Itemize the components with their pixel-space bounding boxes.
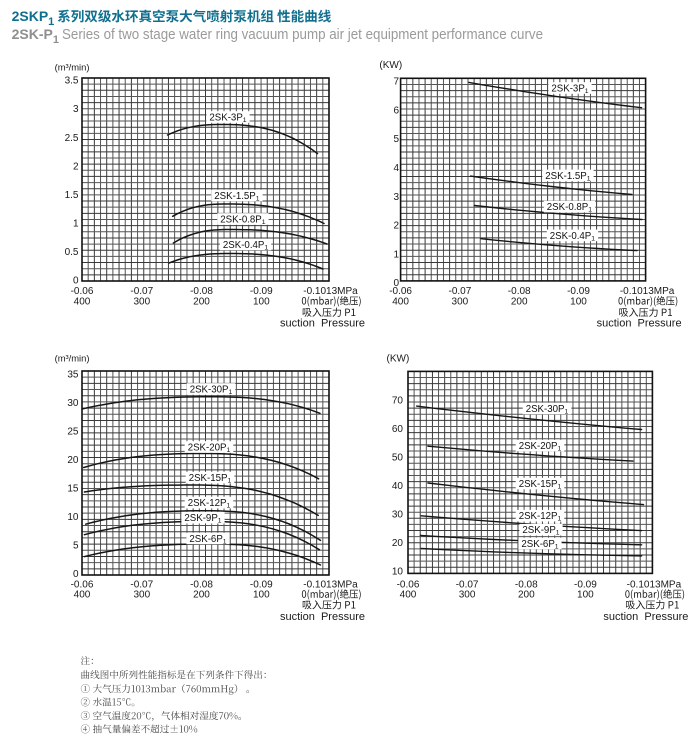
svg-text:7: 7 (393, 77, 399, 88)
svg-text:60: 60 (392, 424, 404, 435)
svg-text:2SK-3P1: 2SK-3P1 (209, 112, 246, 124)
svg-text:35: 35 (67, 369, 79, 380)
svg-text:3: 3 (393, 192, 399, 203)
svg-text:(KW): (KW) (379, 60, 402, 71)
svg-text:20: 20 (392, 538, 404, 549)
svg-text:2SK-9P1: 2SK-9P1 (184, 513, 221, 525)
svg-text:2SK-6P1: 2SK-6P1 (521, 539, 558, 551)
svg-text:100: 100 (253, 590, 270, 601)
svg-text:0: 0 (393, 278, 399, 289)
svg-text:-0.06: -0.06 (71, 286, 94, 297)
svg-text:300: 300 (459, 590, 476, 601)
svg-text:25: 25 (67, 426, 79, 437)
svg-text:100: 100 (253, 297, 270, 308)
svg-text:-0.07: -0.07 (130, 286, 153, 297)
svg-text:40: 40 (392, 481, 404, 492)
svg-text:30: 30 (392, 510, 404, 521)
svg-text:suction Pressure: suction Pressure (603, 611, 688, 623)
svg-text:10: 10 (392, 567, 404, 578)
svg-text:2SK-30P1: 2SK-30P1 (190, 384, 233, 396)
svg-text:-0.09: -0.09 (250, 579, 273, 590)
svg-text:400: 400 (392, 297, 409, 308)
svg-text:200: 200 (193, 297, 210, 308)
svg-text:0: 0 (73, 569, 79, 580)
svg-text:-0.09: -0.09 (574, 579, 597, 590)
svg-text:50: 50 (392, 452, 404, 463)
svg-text:2SKP1: 2SKP1 (12, 8, 55, 28)
svg-text:-0.1013MPa: -0.1013MPa (303, 579, 358, 590)
svg-text:-0.1013MPa: -0.1013MPa (627, 579, 682, 590)
svg-text:-0.06: -0.06 (397, 579, 420, 590)
svg-text:2SK-20P1: 2SK-20P1 (519, 441, 562, 453)
svg-text:-0.1013MPa: -0.1013MPa (620, 286, 675, 297)
svg-text:1.5: 1.5 (65, 190, 79, 201)
svg-text:(m³/min): (m³/min) (55, 353, 90, 364)
svg-text:2SK-P1: 2SK-P1 (12, 26, 59, 46)
svg-text:Series of two stage water ring: Series of two stage water ring vacuum pu… (62, 27, 543, 43)
svg-text:suction Pressure: suction Pressure (280, 318, 365, 330)
svg-text:1: 1 (393, 249, 399, 260)
svg-text:100: 100 (570, 297, 587, 308)
svg-text:suction Pressure: suction Pressure (597, 318, 682, 330)
svg-text:-0.08: -0.08 (190, 286, 213, 297)
svg-text:2.5: 2.5 (65, 133, 79, 144)
svg-text:-0.09: -0.09 (250, 286, 273, 297)
svg-text:2: 2 (393, 221, 399, 232)
svg-text:2SK-12P1: 2SK-12P1 (519, 511, 562, 523)
svg-text:-0.07: -0.07 (449, 286, 472, 297)
svg-text:300: 300 (133, 590, 150, 601)
svg-text:-0.07: -0.07 (130, 579, 153, 590)
svg-text:2SK-0.4P1: 2SK-0.4P1 (223, 240, 268, 252)
svg-text:0: 0 (73, 275, 79, 286)
svg-text:300: 300 (133, 297, 150, 308)
svg-text:6: 6 (393, 106, 399, 117)
svg-text:2SK-3P1: 2SK-3P1 (551, 83, 588, 95)
svg-text:2SK-20P1: 2SK-20P1 (188, 442, 231, 454)
svg-text:2SK-0.4P1: 2SK-0.4P1 (550, 231, 595, 243)
svg-text:15: 15 (67, 484, 79, 495)
svg-text:-0.07: -0.07 (456, 579, 479, 590)
svg-text:(m³/min): (m³/min) (55, 62, 90, 73)
svg-text:(KW): (KW) (387, 353, 410, 364)
svg-text:3: 3 (73, 104, 79, 115)
svg-text:5: 5 (73, 541, 79, 552)
svg-text:4: 4 (393, 163, 399, 174)
svg-text:2SK-1.5P1: 2SK-1.5P1 (545, 171, 590, 183)
svg-text:2SK-1.5P1: 2SK-1.5P1 (214, 191, 259, 203)
svg-text:200: 200 (193, 590, 210, 601)
svg-text:-0.09: -0.09 (567, 286, 590, 297)
svg-text:2SK-9P1: 2SK-9P1 (522, 525, 559, 537)
svg-text:400: 400 (74, 297, 91, 308)
svg-text:2SK-12P1: 2SK-12P1 (188, 498, 231, 510)
svg-text:400: 400 (400, 590, 417, 601)
svg-text:200: 200 (511, 297, 528, 308)
svg-text:5: 5 (393, 134, 399, 145)
svg-text:2SK-0.8P1: 2SK-0.8P1 (547, 202, 592, 214)
svg-text:20: 20 (67, 455, 79, 466)
svg-text:2SK-30P1: 2SK-30P1 (526, 404, 569, 416)
svg-text:-0.06: -0.06 (389, 286, 412, 297)
svg-text:2SK-15P1: 2SK-15P1 (519, 479, 562, 491)
svg-text:2SK-15P1: 2SK-15P1 (189, 473, 232, 485)
svg-text:1: 1 (73, 218, 79, 229)
svg-text:70: 70 (392, 395, 404, 406)
svg-text:-0.08: -0.08 (515, 579, 538, 590)
svg-text:200: 200 (518, 590, 535, 601)
svg-text:300: 300 (452, 297, 469, 308)
svg-text:3.5: 3.5 (65, 76, 79, 87)
svg-text:suction Pressure: suction Pressure (280, 611, 365, 623)
svg-text:10: 10 (67, 512, 79, 523)
svg-text:2SK-0.8P1: 2SK-0.8P1 (220, 214, 265, 226)
svg-text:-0.08: -0.08 (508, 286, 531, 297)
svg-text:100: 100 (577, 590, 594, 601)
svg-text:2SK-6P1: 2SK-6P1 (189, 534, 226, 546)
svg-text:-0.08: -0.08 (190, 579, 213, 590)
svg-text:-0.06: -0.06 (71, 579, 94, 590)
svg-text:0.5: 0.5 (65, 247, 79, 258)
svg-text:2: 2 (73, 161, 79, 172)
svg-text:400: 400 (74, 590, 91, 601)
svg-text:30: 30 (67, 398, 79, 409)
svg-text:-0.1013MPa: -0.1013MPa (303, 286, 358, 297)
